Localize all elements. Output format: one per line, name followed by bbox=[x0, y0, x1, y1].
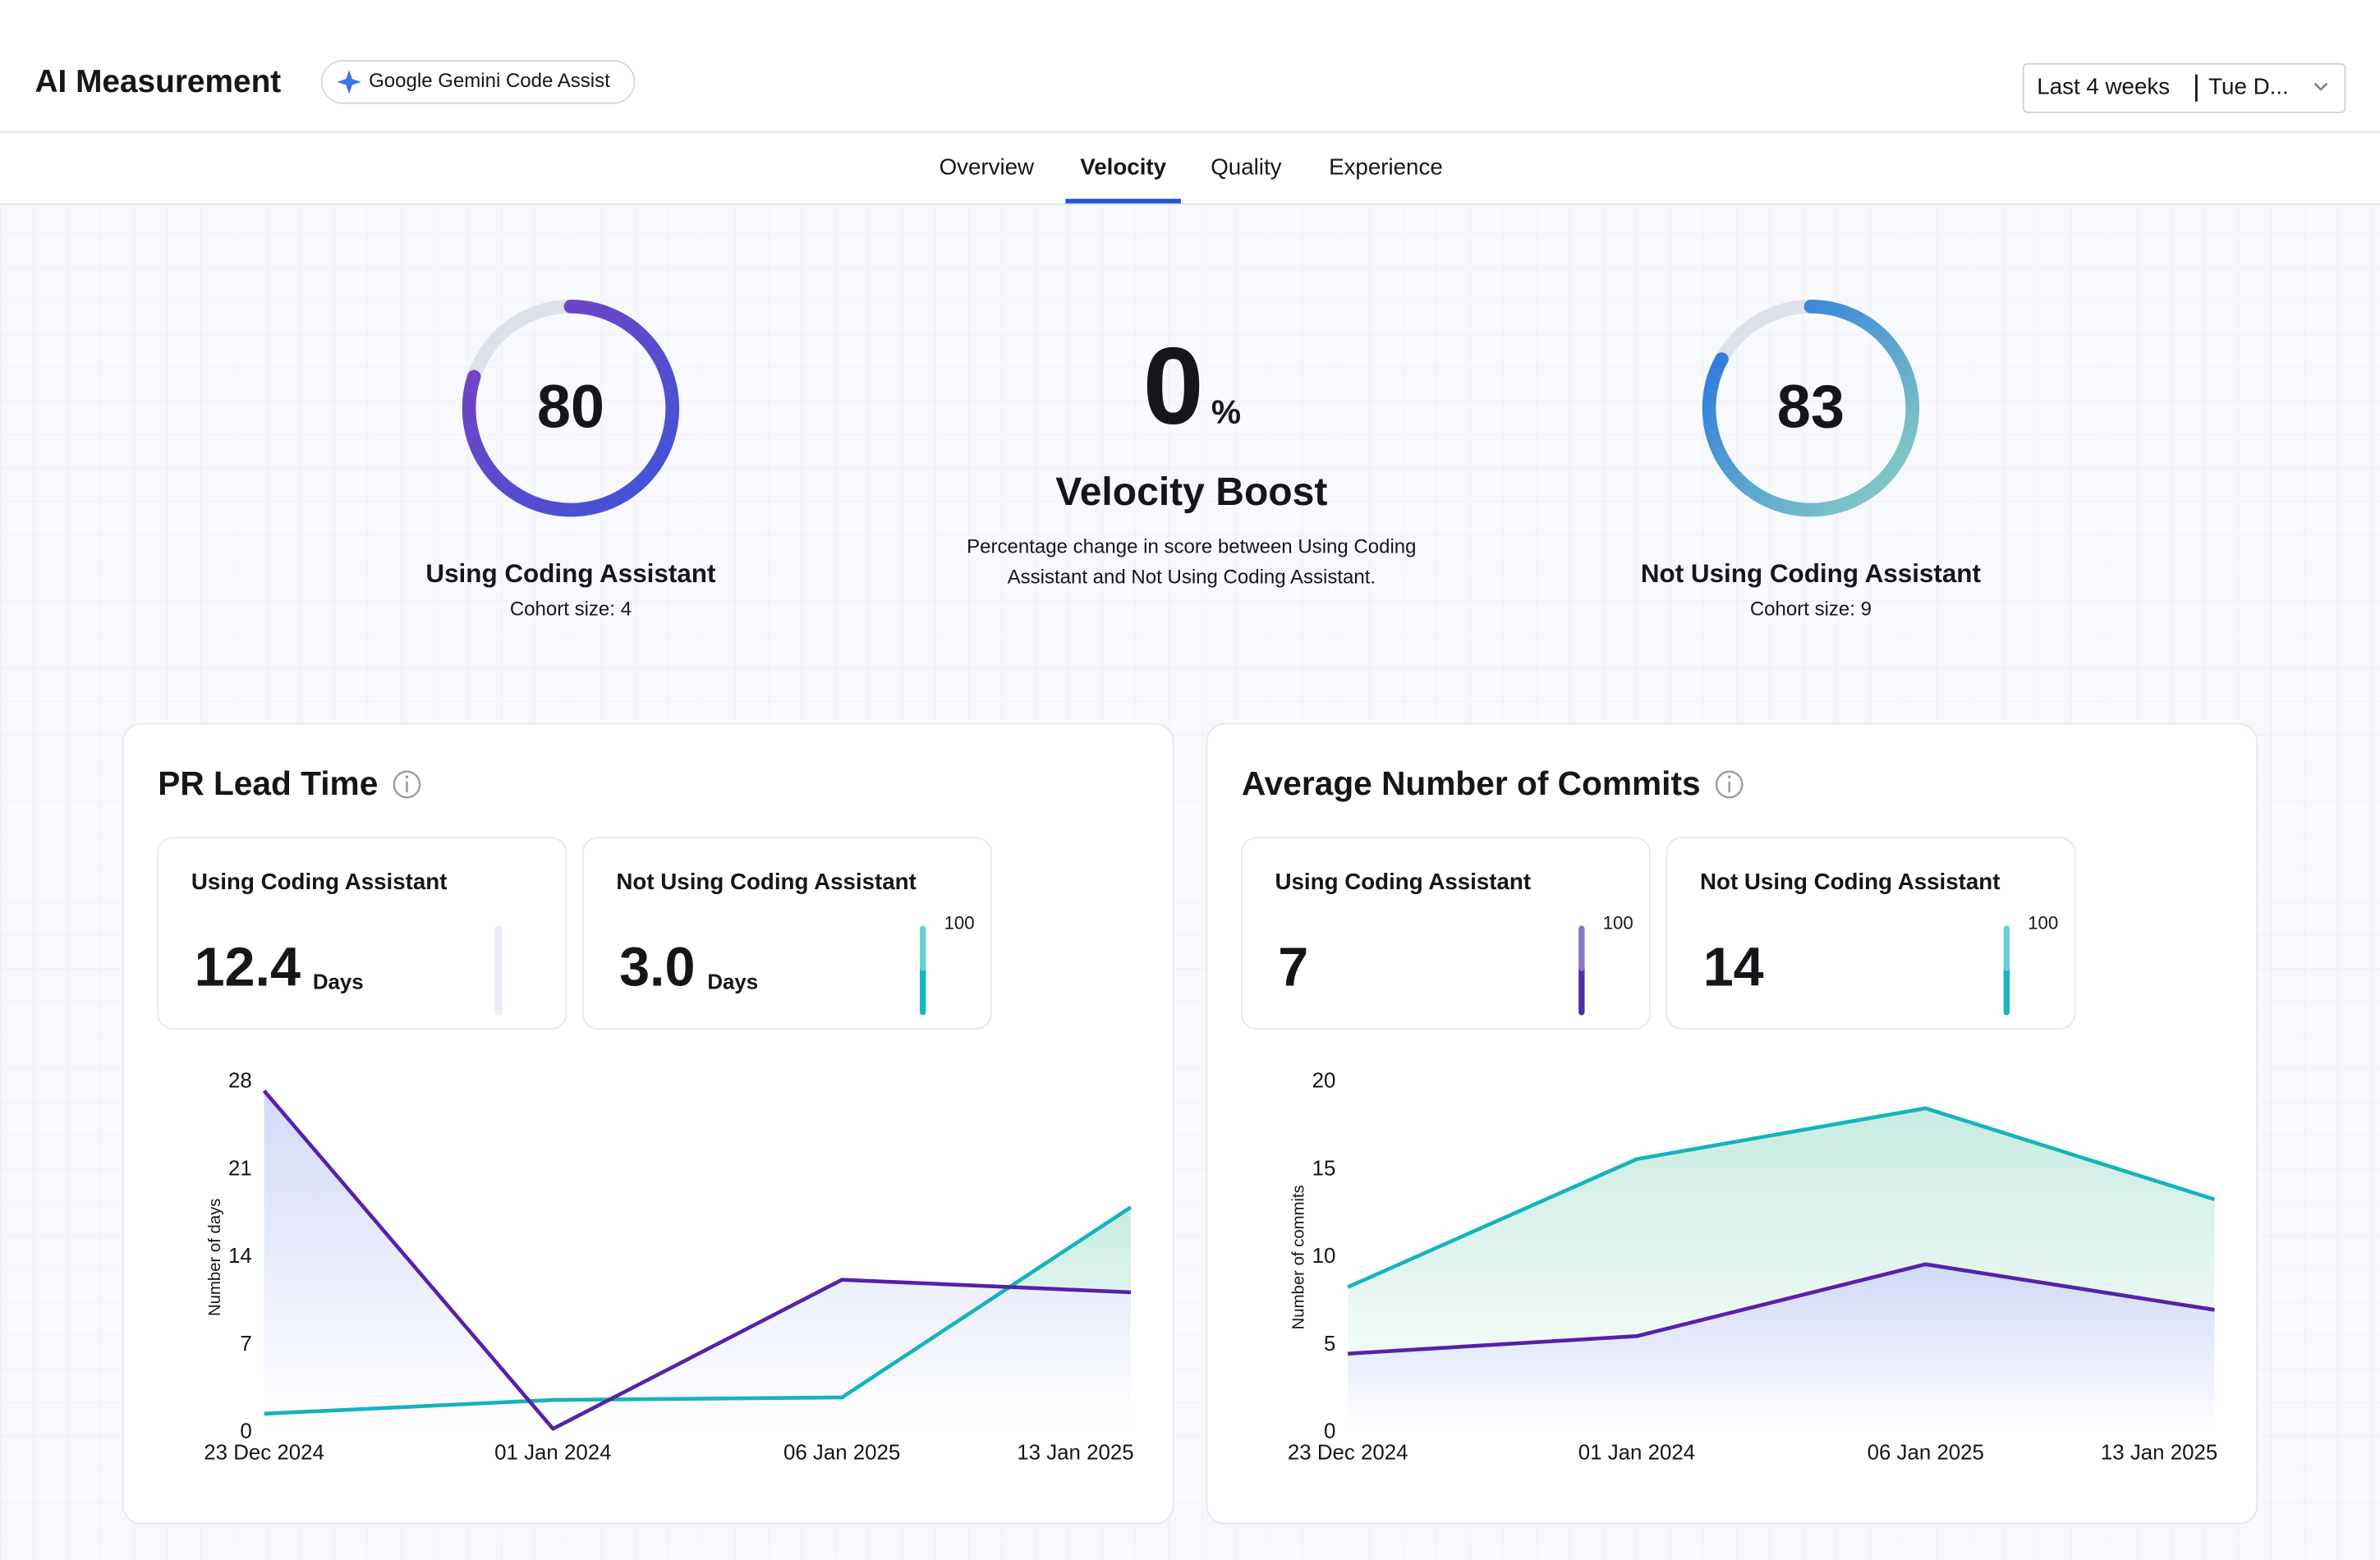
stat-label: Using Coding Assistant bbox=[191, 869, 448, 894]
y-tick-label: 15 bbox=[1312, 1157, 1336, 1180]
scale-bar bbox=[920, 925, 926, 1016]
stat-label: Using Coding Assistant bbox=[1275, 869, 1532, 894]
gauge-value: 83 bbox=[1777, 372, 1845, 440]
y-tick-label: 7 bbox=[240, 1333, 251, 1356]
y-tick-label: 20 bbox=[1312, 1070, 1336, 1093]
badge-text: Google Gemini Code Assist bbox=[369, 70, 610, 92]
x-tick-label: 06 Jan 2025 bbox=[1868, 1441, 1984, 1464]
page-title: AI Measurement bbox=[35, 64, 282, 99]
area-fill bbox=[1348, 1264, 2215, 1433]
scale-bar-top bbox=[920, 925, 926, 971]
scale-bar bbox=[1578, 925, 1585, 1016]
y-tick-label: 28 bbox=[228, 1070, 252, 1093]
x-tick-label: 06 Jan 2025 bbox=[783, 1441, 900, 1464]
date-range: Last 4 weeks bbox=[2037, 74, 2170, 99]
stat-unit: Days bbox=[313, 970, 364, 993]
x-tick-label: 13 Jan 2025 bbox=[1017, 1441, 1133, 1464]
stat-box bbox=[1666, 837, 2076, 1030]
gauge-arc bbox=[462, 300, 680, 517]
chevron bbox=[2313, 82, 2328, 91]
scale-bar bbox=[494, 925, 503, 1016]
tab-underline bbox=[1065, 199, 1181, 204]
gauge-value: 80 bbox=[537, 372, 604, 440]
cohort-size: Cohort size: 4 bbox=[510, 598, 632, 620]
x-tick-label: 01 Jan 2024 bbox=[1578, 1441, 1695, 1464]
boost-description: Assistant and Not Using Coding Assistant… bbox=[1008, 567, 1376, 589]
scale-max: 100 bbox=[944, 912, 975, 933]
cohort-size: Cohort size: 9 bbox=[1750, 598, 1872, 620]
series-line bbox=[1348, 1262, 2215, 1356]
badge[interactable] bbox=[320, 60, 636, 104]
gemini-icon bbox=[337, 70, 361, 94]
scale-bar bbox=[2003, 925, 2010, 1016]
x-tick-label: 13 Jan 2025 bbox=[2101, 1441, 2217, 1464]
gauge-label: Not Using Coding Assistant bbox=[1641, 559, 1982, 588]
info-icon-dot bbox=[1727, 775, 1731, 779]
boost-title: Velocity Boost bbox=[1055, 470, 1327, 514]
card-title: Average Number of Commits bbox=[1242, 764, 1701, 802]
x-tick-label: 23 Dec 2024 bbox=[1288, 1441, 1408, 1464]
date-end: Tue D... bbox=[2208, 74, 2289, 99]
y-axis-label: Number of commits bbox=[1289, 1185, 1307, 1329]
stat-value: 3.0 bbox=[619, 937, 695, 998]
info-icon-dot bbox=[405, 775, 409, 779]
x-tick-label: 23 Dec 2024 bbox=[204, 1441, 324, 1464]
stat-label: Not Using Coding Assistant bbox=[616, 869, 916, 894]
series-line bbox=[262, 1089, 1132, 1431]
date-picker[interactable] bbox=[2022, 62, 2346, 113]
stat-label: Not Using Coding Assistant bbox=[1700, 869, 2000, 894]
boost-unit: % bbox=[1211, 392, 1241, 430]
gauge-arc bbox=[1702, 300, 1920, 517]
gauge-label: Using Coding Assistant bbox=[425, 559, 716, 588]
tab[interactable]: Quality bbox=[1211, 154, 1281, 179]
boost-value: 0 bbox=[1143, 326, 1204, 447]
y-tick-label: 0 bbox=[1324, 1420, 1335, 1443]
y-tick-label: 0 bbox=[240, 1420, 251, 1443]
info-icon[interactable] bbox=[1715, 770, 1744, 799]
y-tick-label: 10 bbox=[1312, 1245, 1336, 1268]
stat-box bbox=[157, 837, 567, 1030]
stat-value: 12.4 bbox=[195, 937, 301, 998]
scale-bar-top bbox=[2003, 925, 2010, 971]
scale-max: 100 bbox=[2028, 912, 2058, 933]
stat-unit: Days bbox=[707, 970, 758, 993]
boost-description: Percentage change in score between Using… bbox=[967, 536, 1416, 558]
y-tick-label: 14 bbox=[228, 1245, 252, 1268]
y-axis-label: Number of days bbox=[206, 1199, 224, 1317]
tab[interactable]: Overview bbox=[940, 154, 1035, 179]
scale-bar-top bbox=[1578, 925, 1585, 971]
scale-max: 100 bbox=[1603, 912, 1633, 933]
stat-box bbox=[1240, 837, 1651, 1030]
series-line bbox=[1347, 1106, 2216, 1289]
y-tick-label: 5 bbox=[1324, 1333, 1335, 1356]
series-line bbox=[264, 1205, 1133, 1416]
y-tick-label: 21 bbox=[228, 1157, 252, 1180]
stat-box bbox=[581, 837, 992, 1030]
card-title: PR Lead Time bbox=[158, 764, 378, 802]
x-tick-label: 01 Jan 2024 bbox=[494, 1441, 611, 1464]
tab[interactable]: Experience bbox=[1329, 154, 1443, 179]
info-icon[interactable] bbox=[393, 770, 421, 799]
tab[interactable]: Velocity bbox=[1080, 154, 1166, 179]
stat-value: 14 bbox=[1703, 937, 1764, 998]
stat-value: 7 bbox=[1278, 937, 1308, 998]
